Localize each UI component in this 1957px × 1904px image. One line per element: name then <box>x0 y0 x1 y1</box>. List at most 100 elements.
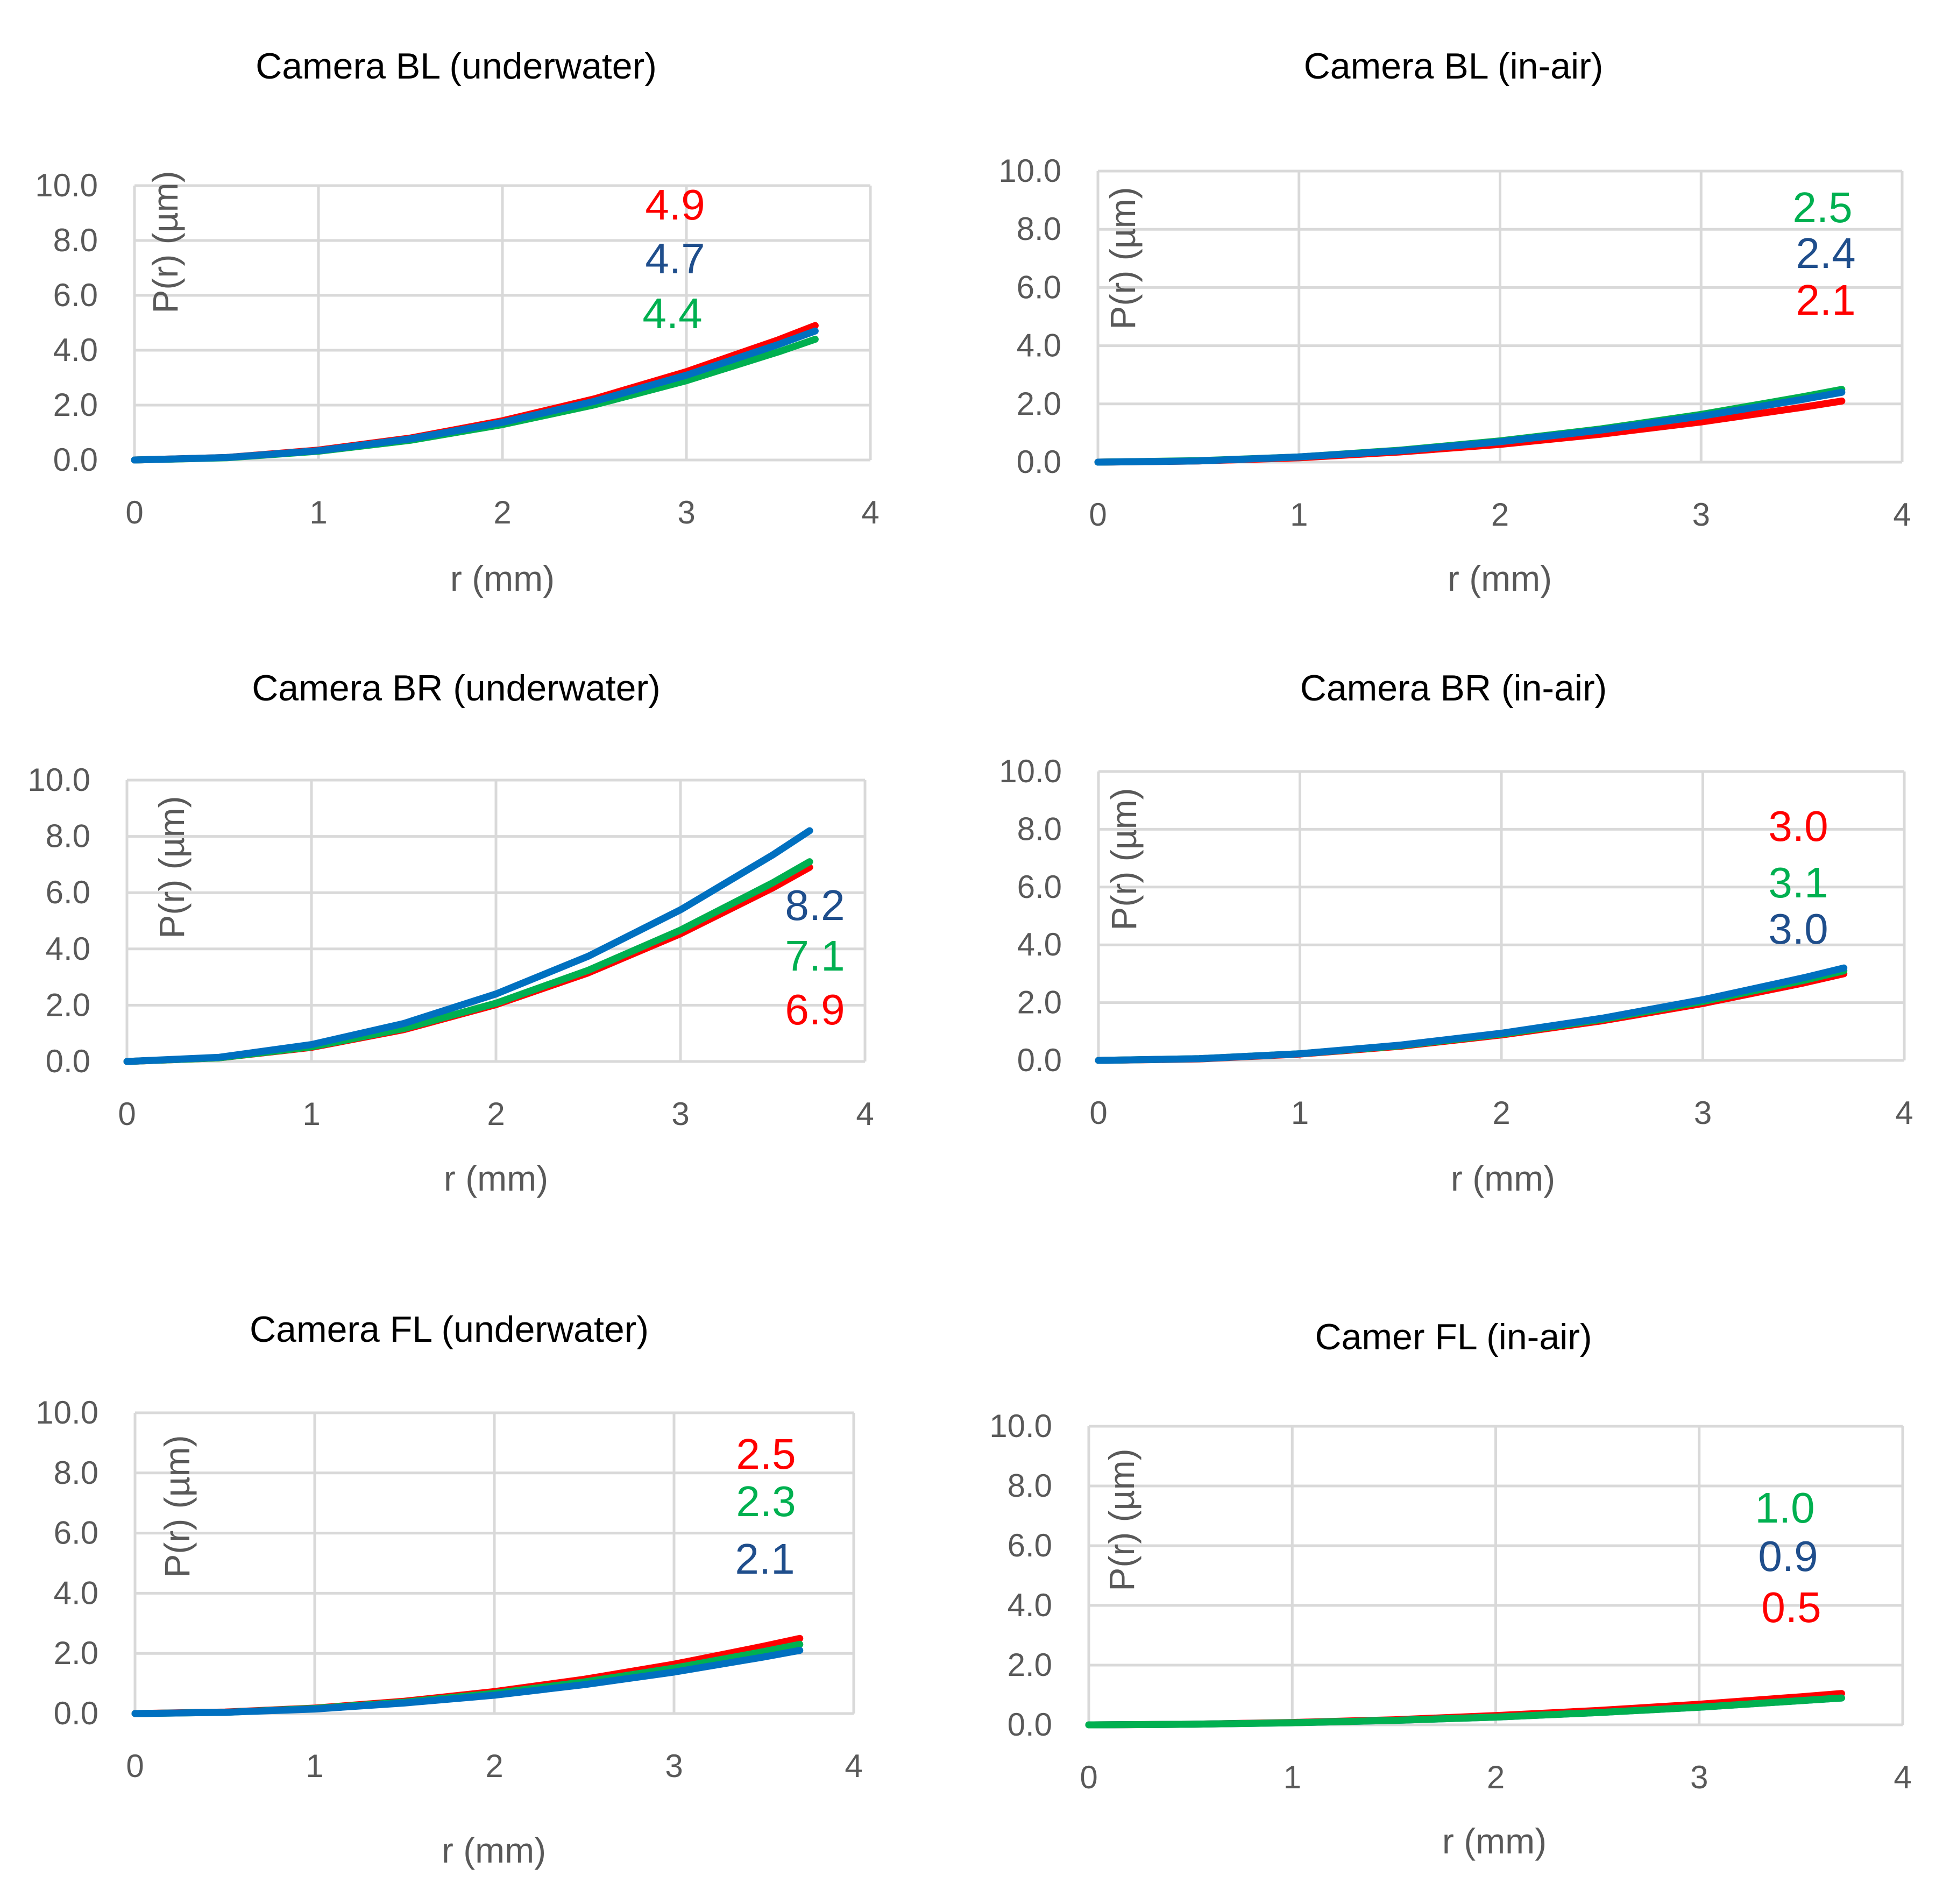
value-label: 2.4 <box>1796 229 1855 277</box>
y-tick-label: 8.0 <box>46 818 90 854</box>
y-tick-label: 8.0 <box>1017 211 1061 247</box>
value-label: 3.0 <box>1768 802 1828 850</box>
x-tick-label: 0 <box>1089 497 1107 533</box>
series-line-blue <box>131 327 819 464</box>
chart-title: Camera BR (underwater) <box>252 668 661 709</box>
series-line-blue <box>1094 388 1846 466</box>
x-tick-label: 2 <box>1487 1759 1505 1795</box>
chart-panel-6: Camer FL (in-air) 0.0 2.0 4.0 6.0 8.0 10.0 0 1 2 3… <box>989 1316 1911 1861</box>
series-line-green <box>1095 967 1848 1064</box>
value-label: 2.5 <box>1792 183 1852 231</box>
y-tick-label: 10.0 <box>35 167 98 203</box>
y-tick-label: 4.0 <box>1017 328 1061 364</box>
y-tick-label: 2.0 <box>1008 1647 1052 1683</box>
x-tick-label: 4 <box>1894 1759 1911 1795</box>
y-tick-label: 10.0 <box>27 762 90 798</box>
x-tick-label: 3 <box>671 1096 689 1132</box>
x-axis-label: r (mm) <box>450 558 555 598</box>
x-axis-label: r (mm) <box>442 1830 546 1870</box>
series-line-red <box>131 322 819 464</box>
y-tick-label: 4.0 <box>54 1575 98 1611</box>
value-label: 6.9 <box>785 986 845 1034</box>
y-tick-label: 0.0 <box>54 1695 98 1731</box>
y-tick-label: 4.0 <box>1017 926 1062 962</box>
value-label: 0.9 <box>1758 1532 1818 1580</box>
x-tick-label: 1 <box>1291 1095 1309 1131</box>
y-axis-label: P(r) (µm) <box>1103 187 1143 329</box>
x-axis-label: r (mm) <box>1442 1821 1547 1861</box>
value-label: 8.2 <box>785 881 845 929</box>
y-tick-label: 2.0 <box>54 1635 98 1671</box>
x-tick-label: 0 <box>118 1096 136 1132</box>
y-tick-label: 6.0 <box>1008 1527 1052 1563</box>
y-tick-label: 2.0 <box>1017 386 1061 422</box>
series-line-green <box>1085 1694 1845 1729</box>
y-tick-label: 2.0 <box>46 987 90 1023</box>
series-line-green <box>1094 386 1846 466</box>
value-label: 3.0 <box>1768 905 1828 953</box>
value-label: 2.5 <box>736 1430 796 1478</box>
chart-panel-2: Camera BL (in-air) 0.0 2.0 4.0 6.0 8.0 10.0 0 1 2… <box>998 46 1911 598</box>
chart-panel-4: Camera BR (in-air) 0.0 2.0 4.0 6.0 8.0 10.0 0 1 2… <box>999 668 1913 1198</box>
series-line-red <box>131 1634 804 1717</box>
y-tick-label: 8.0 <box>53 222 98 258</box>
x-tick-label: 3 <box>677 494 695 530</box>
y-axis-label: P(r) (µm) <box>157 1435 197 1577</box>
x-tick-label: 1 <box>1290 497 1308 533</box>
x-tick-label: 2 <box>487 1096 505 1132</box>
x-tick-label: 2 <box>485 1748 503 1784</box>
y-tick-label: 10.0 <box>998 153 1061 189</box>
y-tick-label: 6.0 <box>46 874 90 910</box>
x-tick-label: 0 <box>1089 1095 1107 1131</box>
x-tick-label: 4 <box>1893 497 1911 533</box>
x-tick-label: 1 <box>309 494 327 530</box>
y-tick-label: 10.0 <box>36 1395 98 1431</box>
x-tick-label: 1 <box>306 1748 323 1784</box>
x-tick-label: 4 <box>845 1748 862 1784</box>
value-label: 0.5 <box>1761 1583 1821 1631</box>
x-tick-label: 1 <box>1284 1759 1301 1795</box>
y-tick-label: 2.0 <box>1017 985 1062 1021</box>
y-tick-label: 6.0 <box>54 1515 98 1551</box>
chart-panel-1: Camera BL (underwater) 0.0 2.0 4.0 6.0 8.0 10.… <box>35 46 879 598</box>
y-tick-label: 0.0 <box>1017 444 1061 480</box>
x-tick-label: 4 <box>1895 1095 1913 1131</box>
x-tick-label: 2 <box>493 494 511 530</box>
y-tick-label: 8.0 <box>54 1455 98 1491</box>
x-tick-label: 3 <box>1690 1759 1708 1795</box>
series-line-blue <box>123 827 813 1065</box>
y-axis-label: P(r) (µm) <box>1104 788 1144 930</box>
value-label: 4.7 <box>645 235 705 282</box>
y-tick-label: 10.0 <box>999 753 1062 789</box>
x-tick-label: 4 <box>856 1096 874 1132</box>
y-tick-label: 8.0 <box>1017 811 1062 847</box>
value-label: 4.9 <box>645 181 705 229</box>
series-line-green <box>131 336 819 464</box>
x-tick-label: 3 <box>1692 497 1710 533</box>
y-tick-label: 2.0 <box>53 387 98 423</box>
y-tick-label: 8.0 <box>1008 1468 1052 1504</box>
y-tick-label: 0.0 <box>1008 1707 1052 1743</box>
value-label: 3.1 <box>1768 859 1828 907</box>
value-label: 7.1 <box>785 932 845 980</box>
x-tick-label: 0 <box>126 1748 144 1784</box>
value-label: 2.3 <box>736 1477 796 1525</box>
y-axis-label: P(r) (µm) <box>145 171 185 313</box>
x-axis-label: r (mm) <box>444 1158 548 1198</box>
value-label: 1.0 <box>1755 1484 1814 1532</box>
y-tick-label: 0.0 <box>1017 1042 1062 1078</box>
series-line-blue <box>131 1647 804 1717</box>
y-tick-label: 6.0 <box>1017 869 1062 905</box>
x-tick-label: 0 <box>125 494 143 530</box>
x-tick-label: 3 <box>665 1748 683 1784</box>
y-axis-label: P(r) (µm) <box>152 796 192 938</box>
value-label: 2.1 <box>735 1535 795 1583</box>
x-tick-label: 3 <box>1694 1095 1712 1131</box>
y-tick-label: 6.0 <box>53 277 98 313</box>
chart-title: Camer FL (in-air) <box>1315 1316 1592 1357</box>
x-tick-label: 0 <box>1080 1759 1097 1795</box>
value-label: 4.4 <box>642 289 702 337</box>
chart-title: Camera BR (in-air) <box>1300 668 1607 709</box>
series-line-red <box>1095 970 1848 1064</box>
